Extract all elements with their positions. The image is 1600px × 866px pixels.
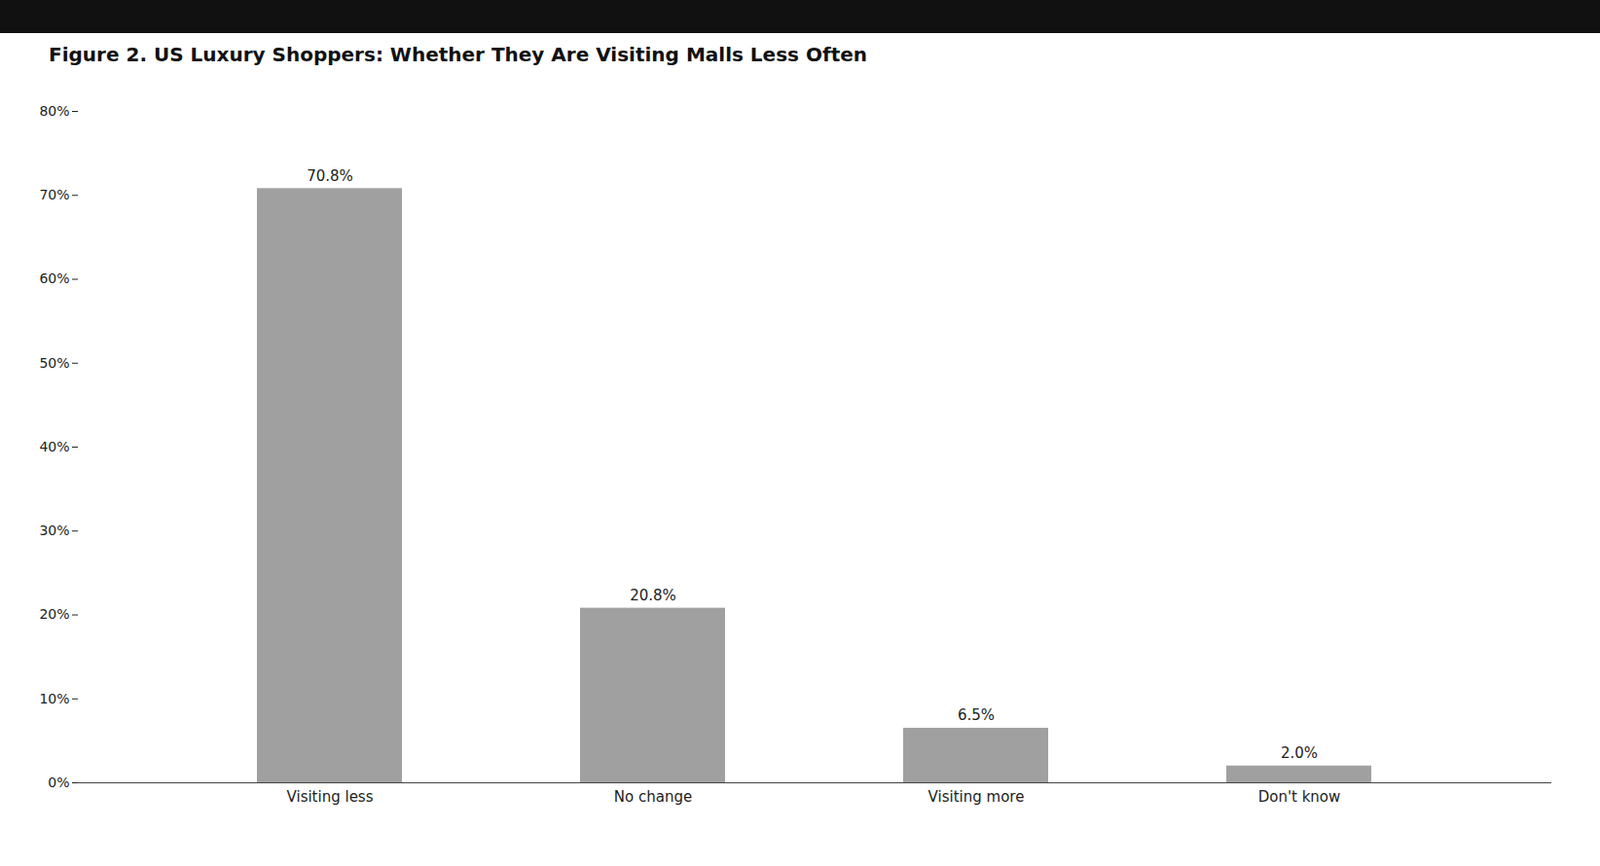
svg-text:No change: No change: [614, 788, 692, 806]
svg-text:6.5%: 6.5%: [957, 706, 995, 725]
svg-text:50%: 50%: [38, 355, 70, 371]
html-text:Figure 2. US Luxury Shoppers:: Figure 2. US Luxury Shoppers: Whether Th…: [48, 42, 868, 67]
svg-text:30%: 30%: [38, 522, 70, 539]
svg-text:Visiting less: Visiting less: [287, 788, 374, 806]
svg-text:2.0%: 2.0%: [1280, 744, 1318, 763]
svg-text:70%: 70%: [38, 186, 70, 203]
svg-text:Visiting more: Visiting more: [928, 788, 1025, 806]
svg-text:0%: 0%: [47, 774, 70, 791]
svg-text:20.8%: 20.8%: [629, 586, 677, 605]
svg-text:40%: 40%: [38, 438, 70, 455]
svg-text:20%: 20%: [38, 606, 70, 622]
svg-text:80%: 80%: [38, 103, 70, 119]
svg-text:10%: 10%: [38, 690, 70, 707]
svg-text:60%: 60%: [38, 270, 70, 287]
svg-text:70.8%: 70.8%: [306, 167, 354, 185]
svg-text:Don't know: Don't know: [1258, 788, 1342, 806]
